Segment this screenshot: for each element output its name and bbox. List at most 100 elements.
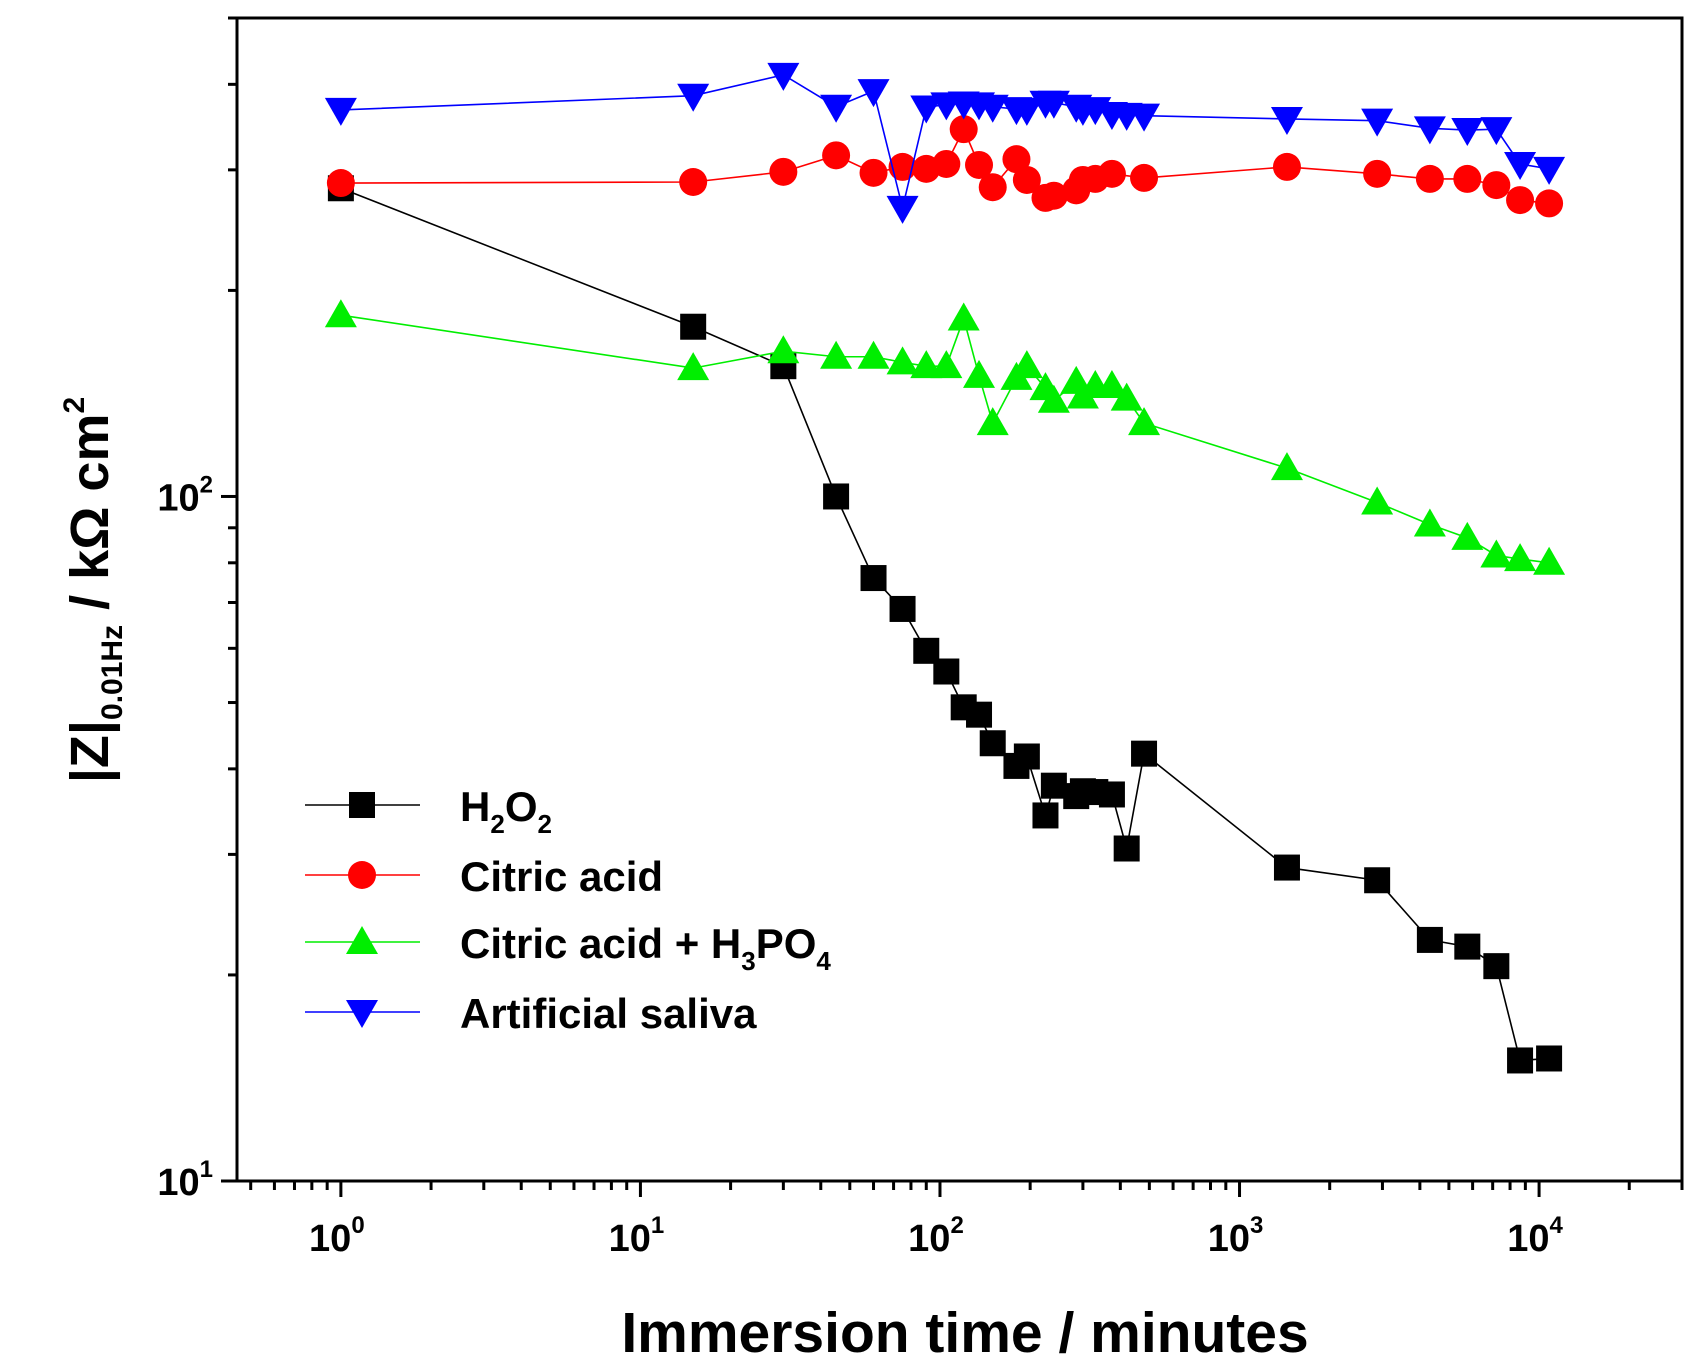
data-point	[1453, 164, 1482, 193]
legend-item: Artificial saliva	[305, 990, 757, 1037]
data-point	[1098, 781, 1125, 808]
x-tick-label: 101	[609, 1212, 665, 1260]
data-point	[1482, 171, 1511, 200]
data-point	[1128, 103, 1161, 132]
data-point	[857, 79, 890, 108]
data-point	[910, 350, 943, 379]
data-point	[823, 483, 850, 510]
data-point	[677, 83, 710, 112]
x-tick-label: 104	[1507, 1212, 1563, 1260]
data-point	[933, 658, 960, 685]
data-point	[1483, 953, 1510, 980]
legend-item: Citric acid + H3PO4	[305, 920, 831, 976]
data-point	[1037, 90, 1070, 119]
data-point	[1037, 384, 1070, 413]
data-point	[1270, 452, 1303, 481]
data-point	[947, 302, 980, 331]
data-point	[1507, 1047, 1534, 1074]
data-point	[965, 150, 994, 179]
legend-item: H2O2	[305, 783, 552, 839]
svg-text:|Z|0.01Hz / kΩ cm2: |Z|0.01Hz / kΩ cm2	[58, 397, 129, 783]
data-point	[1010, 350, 1043, 379]
data-point	[886, 346, 919, 375]
data-point	[326, 169, 355, 198]
data-point	[677, 352, 710, 381]
data-point	[679, 167, 708, 196]
data-point	[1272, 152, 1301, 181]
data-point	[859, 158, 888, 187]
data-point	[1012, 165, 1041, 194]
data-point	[1002, 145, 1031, 174]
data-point	[1363, 159, 1392, 188]
series-line	[340, 187, 1550, 1062]
data-point	[1533, 156, 1566, 185]
x-tick-label: 103	[1208, 1212, 1264, 1260]
y-tick-label: 102	[157, 471, 213, 519]
data-point	[1032, 802, 1059, 829]
y-tick-label: 101	[157, 1156, 213, 1204]
data-point	[1039, 181, 1068, 210]
data-point	[1506, 186, 1535, 215]
data-point	[1451, 118, 1484, 147]
legend-label: Citric acid + H3PO4	[460, 920, 831, 976]
data-point	[1504, 151, 1537, 180]
y-axis-label-sub: 0.01Hz	[96, 625, 129, 720]
data-point	[1128, 407, 1161, 436]
data-point	[976, 94, 1009, 123]
y-axis-label-unit: / kΩ cm	[60, 414, 120, 625]
data-point	[889, 595, 916, 622]
data-point	[1413, 116, 1446, 145]
data-point	[1273, 854, 1300, 881]
data-point	[888, 152, 917, 181]
y-axis-label: |Z|0.01Hz / kΩ cm2	[58, 397, 129, 783]
data-point	[767, 62, 800, 91]
data-point	[966, 701, 993, 728]
data-point	[324, 299, 357, 328]
x-axis: 100 101 102 103 104	[249, 1181, 1684, 1260]
data-point	[1361, 108, 1394, 137]
data-point	[1451, 521, 1484, 550]
data-point	[769, 157, 798, 186]
data-point	[1533, 546, 1566, 575]
data-point	[1270, 106, 1303, 135]
data-point	[976, 407, 1009, 436]
data-point	[1480, 539, 1513, 568]
legend-marker	[348, 861, 376, 889]
legend-marker	[349, 792, 375, 818]
data-point	[1010, 97, 1043, 126]
series-citric-acid	[326, 115, 1564, 218]
data-point	[860, 565, 887, 592]
data-point	[857, 340, 890, 369]
data-point	[978, 173, 1007, 202]
data-point	[1454, 933, 1481, 960]
y-axis-label-sup: 2	[58, 397, 91, 414]
plot-frame	[235, 16, 1684, 1183]
legend: H2O2 Citric acid Citric acid + H3PO4 Artifi…	[305, 783, 831, 1037]
data-point	[820, 94, 853, 123]
x-axis-label: Immersion time / minutes	[621, 1301, 1308, 1365]
data-point	[979, 730, 1006, 757]
data-point	[324, 97, 357, 126]
data-point	[1415, 164, 1444, 193]
data-point	[930, 350, 963, 379]
series-citric-acid-h3po4	[324, 299, 1566, 575]
series-artificial-saliva	[324, 62, 1566, 224]
data-point	[1040, 772, 1067, 799]
data-point	[1504, 543, 1537, 572]
data-point	[1113, 835, 1140, 862]
data-point	[1480, 117, 1513, 146]
data-point	[963, 359, 996, 388]
data-point	[910, 95, 943, 124]
data-point	[680, 313, 707, 340]
y-axis: 101 102	[157, 16, 237, 1204]
data-point	[767, 335, 800, 364]
data-point	[886, 195, 919, 224]
legend-item: Citric acid	[305, 853, 663, 900]
legend-label: H2O2	[460, 783, 552, 839]
data-point	[1013, 743, 1040, 770]
legend-marker	[346, 926, 378, 954]
x-tick-label: 102	[908, 1212, 964, 1260]
data-point	[1131, 740, 1158, 767]
data-point	[932, 149, 961, 178]
